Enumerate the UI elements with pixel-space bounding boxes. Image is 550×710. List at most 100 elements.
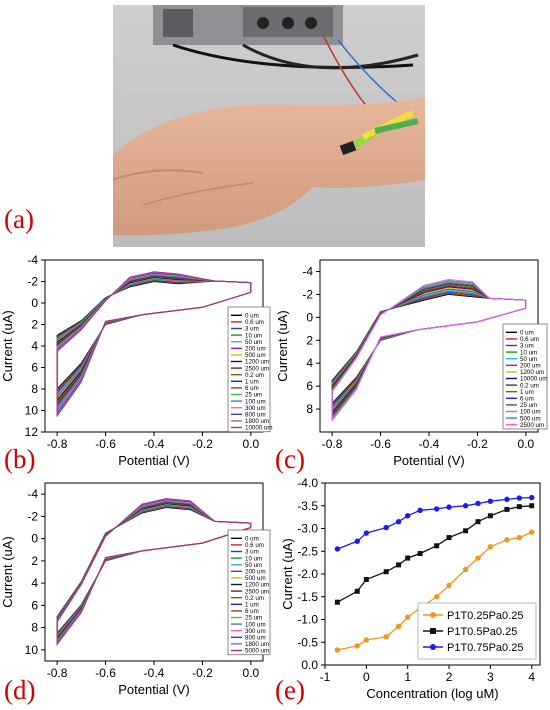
cv-curve-6 xyxy=(56,277,252,400)
legend-label: 1800 um xyxy=(245,418,269,425)
legend-label: 25 um xyxy=(520,402,537,409)
data-point xyxy=(433,506,440,512)
legend-label: 100 um xyxy=(520,409,541,416)
x-tick-label: 4 xyxy=(528,670,535,684)
data-point xyxy=(383,569,389,575)
legend-label: 0.6 um xyxy=(245,319,264,326)
cv-curve-15 xyxy=(56,272,252,415)
y-tick-label: 6 xyxy=(31,598,38,612)
data-point xyxy=(395,518,402,525)
data-point xyxy=(404,513,411,519)
legend-label: P1T0.5Pa0.25 xyxy=(447,626,517,638)
x-tick-label: 3 xyxy=(487,670,494,684)
x-tick-label: -0.4 xyxy=(144,437,165,451)
cv-curve-0 xyxy=(56,280,252,391)
legend-label: 100 um xyxy=(245,398,266,405)
y-tick-label: -1.0 xyxy=(297,613,318,627)
legend-label: 100 um xyxy=(245,621,266,628)
cv-curve-2 xyxy=(56,505,252,636)
legend-box xyxy=(227,529,271,656)
data-point xyxy=(395,623,402,630)
data-point xyxy=(487,513,493,519)
data-point xyxy=(354,588,360,594)
y-tick-label: -4 xyxy=(302,264,313,278)
data-point xyxy=(504,537,510,543)
y-tick-label: 8 xyxy=(306,402,313,416)
y-tick-label: 2 xyxy=(31,318,38,332)
data-point xyxy=(433,594,440,600)
y-tick-label: -4 xyxy=(27,487,38,501)
x-tick-label: -0.2 xyxy=(192,437,213,451)
legend-label: 0 um xyxy=(245,536,259,543)
x-tick-label: 0.0 xyxy=(518,437,535,451)
cv-chart-b: -0.8 -0.6 -0.4 -0.2 0.0 -4 -2 0 2 4 6 8 10 12 Potentia… xyxy=(0,253,273,468)
y-tick-label: 6 xyxy=(31,361,38,375)
legend-label: 1200 um xyxy=(520,369,544,376)
legend-label: 3 um xyxy=(245,326,259,333)
legend-label: 200 um xyxy=(520,363,541,370)
x-tick-label: 2 xyxy=(446,670,453,684)
x-tick-label: -0.8 xyxy=(47,437,68,451)
data-point xyxy=(475,500,481,507)
data-point xyxy=(529,503,535,509)
data-point xyxy=(383,524,389,531)
x-tick-label: -0.6 xyxy=(95,666,116,680)
data-point xyxy=(354,538,360,544)
y-tick-label: 0 xyxy=(306,310,313,324)
legend-label: 25 um xyxy=(245,615,262,622)
y-tick-label: -2.0 xyxy=(297,567,318,581)
y-tick-label: -2 xyxy=(302,287,313,301)
cv-chart-c: -0.8 -0.6 -0.4 -0.2 0.0 -4 -2 0 2 4 6 8 Potential (V… xyxy=(275,259,548,468)
panel-label-b: (b) xyxy=(4,444,36,474)
data-point xyxy=(405,555,411,561)
y-tick-label: 4 xyxy=(306,356,313,370)
data-point xyxy=(529,494,535,501)
legend-label: 3 um xyxy=(245,549,259,556)
data-point xyxy=(516,495,523,501)
legend-label: 50 um xyxy=(520,356,537,363)
legend-label: 2500 um xyxy=(245,588,269,595)
y-tick-label: 0 xyxy=(31,532,38,546)
y-tick-label: -2 xyxy=(27,275,38,289)
legend-label: 0.6 um xyxy=(245,542,264,549)
legend-label: 0 um xyxy=(245,313,259,320)
concentration-chart-e: -1 0 1 2 3 4 0.0 -0.5 -1.0 -1.5 -2.0 -2.5 -3.0 -3.5 -4… xyxy=(280,476,541,701)
legend-label: 6 um xyxy=(245,608,259,615)
y-tick-label: 4 xyxy=(31,576,38,590)
x-tick-label: -0.4 xyxy=(144,666,165,680)
legend-label: 2500 um xyxy=(520,422,544,429)
legend-label: 6 um xyxy=(520,396,534,403)
legend-label: 300 um xyxy=(245,628,266,635)
y-tick-label: -4 xyxy=(27,253,38,267)
data-point xyxy=(446,535,452,541)
legend-label: P1T0.75Pa0.25 xyxy=(447,642,523,654)
y-tick-label: -3.5 xyxy=(297,499,318,513)
data-point xyxy=(462,566,469,573)
cv-curve-3 xyxy=(56,505,252,637)
panel-label-c: (c) xyxy=(275,444,305,474)
data-point xyxy=(516,534,523,541)
panel-label-e: (e) xyxy=(275,675,305,705)
y-tick-label: -2.5 xyxy=(297,544,318,558)
legend-label: 6 um xyxy=(245,385,259,392)
legend-label: 500 um xyxy=(520,415,541,422)
data-point xyxy=(354,643,360,649)
legend-label: 500 um xyxy=(245,352,266,359)
legend-label: 1 um xyxy=(245,379,259,386)
y-axis-label: Current (uA) xyxy=(280,538,295,610)
data-point xyxy=(516,504,522,510)
legend-label: 2500 um xyxy=(245,365,269,372)
x-tick-label: -0.8 xyxy=(47,666,68,680)
legend-label: 1800 um xyxy=(245,641,269,648)
cv-chart-d: -0.8 -0.6 -0.4 -0.2 0.0 -4 -2 0 2 4 6 8 10 Potential … xyxy=(0,482,271,697)
legend-label: 10 um xyxy=(245,555,262,562)
cv-curve-16 xyxy=(56,271,252,416)
cv-curve-17 xyxy=(56,498,252,646)
wrist-sensor-photo xyxy=(113,5,425,247)
y-tick-label: 8 xyxy=(31,382,38,396)
legend-label: 200 um xyxy=(245,346,266,353)
legend-label: 3 um xyxy=(520,343,534,350)
legend-label: 10 um xyxy=(520,349,537,356)
panel-label-d: (d) xyxy=(4,675,36,705)
series-line-1 xyxy=(337,505,532,603)
